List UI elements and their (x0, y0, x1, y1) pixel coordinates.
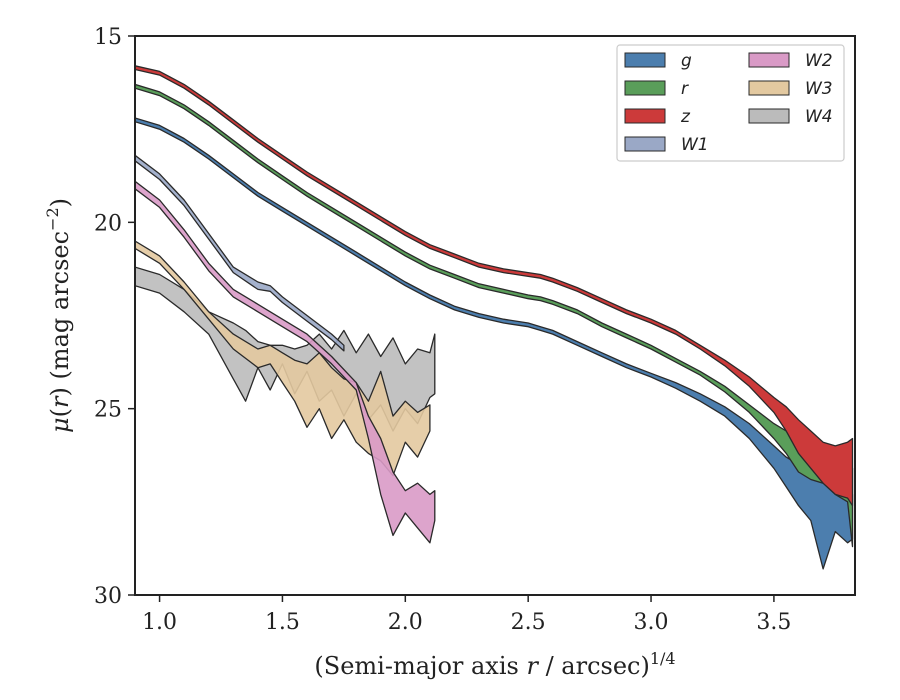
x-tick-label: 2.5 (511, 610, 546, 635)
band-r (135, 83, 854, 548)
band-w3 (135, 240, 431, 477)
legend-label: W3 (805, 79, 833, 99)
legend-item-z: z (624, 107, 691, 127)
legend-item-g: g (624, 51, 692, 71)
x-axis-ticks: 1.0 1.5 2.0 2.5 3.0 3.5 (142, 595, 791, 635)
x-axis-label: (Semi-major axis r / arcsec)1/4 (314, 649, 675, 680)
legend-item-w4: W4 (748, 107, 833, 127)
x-tick-label: 3.5 (756, 610, 791, 635)
legend-label: W4 (805, 107, 833, 127)
band-w1 (135, 154, 345, 352)
legend-swatch (624, 52, 666, 68)
legend-item-w1: W1 (624, 135, 709, 155)
y-tick-label: 30 (94, 584, 122, 609)
legend-swatch (748, 52, 790, 68)
legend-label: W1 (681, 135, 709, 155)
band-z (135, 65, 854, 507)
legend-swatch (624, 80, 666, 96)
band-w2 (135, 180, 436, 544)
legend-label: W2 (805, 51, 833, 71)
legend-item-r: r (624, 79, 689, 99)
legend-label: g (681, 51, 692, 71)
legend-swatch (748, 80, 790, 96)
legend-label: r (681, 79, 689, 99)
y-axis-ticks: 15 20 25 30 (94, 25, 135, 609)
x-tick-label: 2.0 (388, 610, 423, 635)
legend-swatch (624, 108, 666, 124)
x-tick-label: 1.0 (142, 610, 177, 635)
plot-frame (134, 35, 856, 596)
x-tick-label: 3.0 (634, 610, 669, 635)
legend-label: z (680, 107, 691, 127)
y-axis-label: μ(r) (mag arcsec−2) (43, 198, 74, 433)
legend-swatch (748, 108, 790, 124)
legend-item-w3: W3 (748, 79, 833, 99)
legend: grz W1 W2 W3 W4 (616, 44, 845, 162)
legend-item-w2: W2 (748, 51, 833, 71)
y-tick-label: 20 (94, 211, 122, 236)
x-tick-label: 1.5 (265, 610, 300, 635)
y-tick-label: 15 (94, 25, 122, 50)
series-bands (135, 65, 854, 570)
legend-swatch (624, 136, 666, 152)
y-tick-label: 25 (94, 398, 122, 423)
legend-box (616, 44, 845, 162)
